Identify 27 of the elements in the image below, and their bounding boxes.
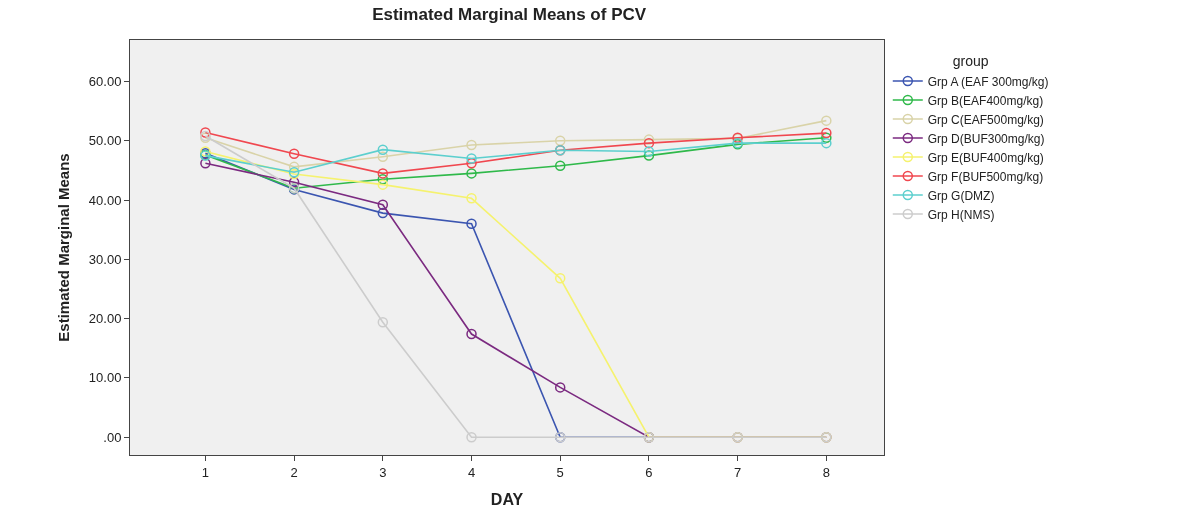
legend-title: group — [952, 53, 989, 70]
y-tick-label: 40.00 — [88, 192, 122, 208]
x-tick-label: 3 — [379, 464, 387, 480]
x-tick-label: 2 — [290, 464, 298, 480]
x-tick-label: 4 — [467, 464, 476, 480]
legend-label: Grp F(BUF500mg/kg) — [927, 169, 1044, 184]
y-axis-title: Estimated Marginal Means — [55, 153, 73, 342]
y-tick-label: 30.00 — [88, 251, 122, 267]
legend-label: Grp H(NMS) — [927, 207, 995, 222]
x-tick-label: 1 — [201, 464, 210, 480]
chart-title: Estimated Marginal Means of PCV — [372, 4, 647, 24]
y-tick-label: 20.00 — [88, 311, 122, 327]
x-tick-label: 5 — [556, 464, 564, 480]
y-tick-label: 10.00 — [88, 370, 122, 386]
y-tick-label: 50.00 — [88, 133, 122, 149]
y-tick-label: 60.00 — [88, 74, 122, 90]
x-tick-label: 8 — [822, 464, 830, 480]
legend-label: Grp C(EAF500mg/kg) — [927, 112, 1044, 127]
x-tick-label: 6 — [645, 464, 653, 480]
legend-label: Grp A (EAF 300mg/kg) — [927, 74, 1049, 89]
legend-label: Grp E(BUF400mg/kg) — [927, 150, 1044, 165]
legend-label: Grp B(EAF400mg/kg) — [927, 93, 1044, 108]
legend-label: Grp D(BUF300mg/kg) — [927, 131, 1045, 146]
y-tick-label: .00 — [103, 429, 122, 445]
x-axis-title: DAY — [490, 491, 524, 509]
legend-label: Grp G(DMZ) — [927, 188, 995, 203]
x-tick-label: 7 — [734, 464, 742, 480]
